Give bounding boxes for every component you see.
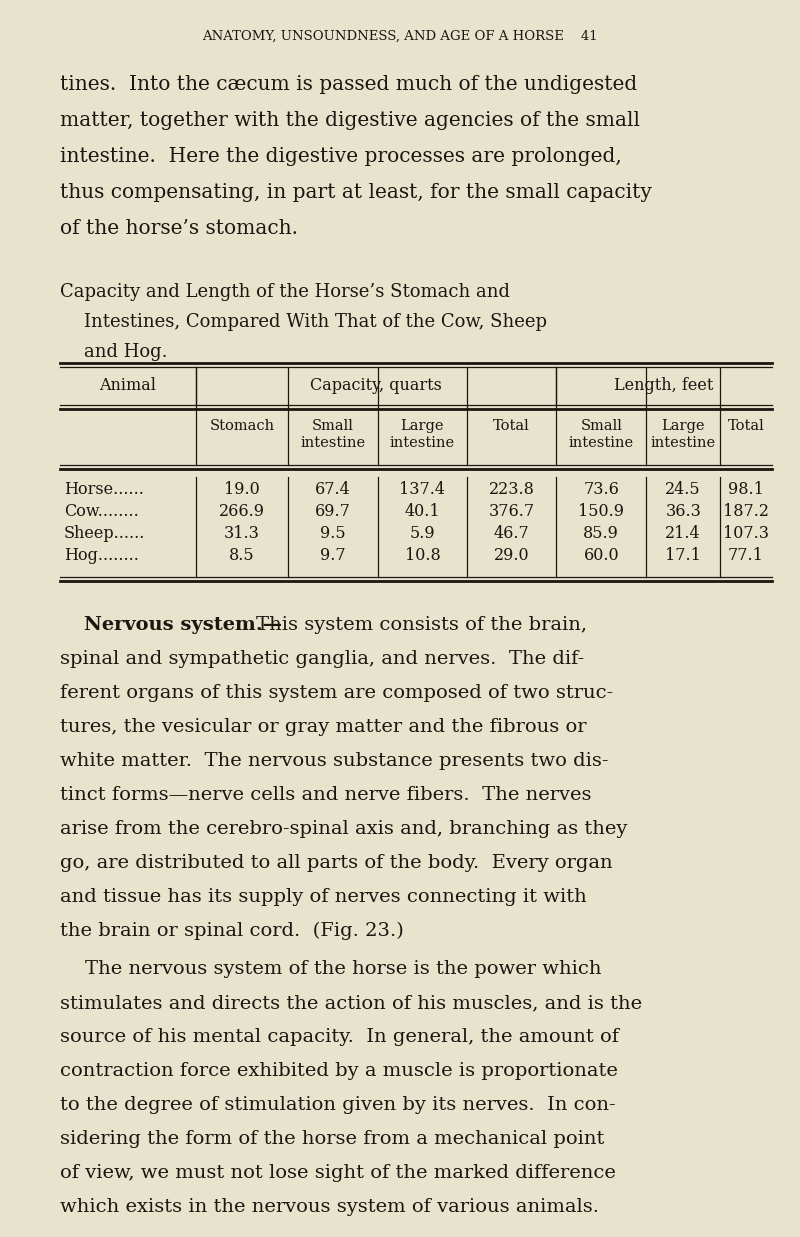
Text: to the degree of stimulation given by its nerves.  In con-: to the degree of stimulation given by it… — [60, 1096, 616, 1115]
Text: ferent organs of this system are composed of two struc-: ferent organs of this system are compose… — [60, 684, 614, 703]
Text: 21.4: 21.4 — [666, 524, 701, 542]
Text: 67.4: 67.4 — [315, 481, 350, 499]
Text: This system consists of the brain,: This system consists of the brain, — [256, 616, 587, 635]
Text: source of his mental capacity.  In general, the amount of: source of his mental capacity. In genera… — [60, 1028, 619, 1047]
Text: go, are distributed to all parts of the body.  Every organ: go, are distributed to all parts of the … — [60, 854, 613, 872]
Text: Cow........: Cow........ — [64, 503, 138, 520]
Text: Sheep......: Sheep...... — [64, 524, 146, 542]
Text: 9.5: 9.5 — [320, 524, 346, 542]
Text: Length, feet: Length, feet — [614, 377, 714, 395]
Text: Hog........: Hog........ — [64, 547, 139, 564]
Text: 85.9: 85.9 — [583, 524, 619, 542]
Text: 36.3: 36.3 — [666, 503, 701, 520]
Text: 187.2: 187.2 — [723, 503, 769, 520]
Text: Stomach: Stomach — [210, 419, 274, 433]
Text: 60.0: 60.0 — [583, 547, 619, 564]
Text: and Hog.: and Hog. — [84, 343, 167, 361]
Text: and tissue has its supply of nerves connecting it with: and tissue has its supply of nerves conn… — [60, 888, 586, 905]
Text: arise from the cerebro-spinal axis and, branching as they: arise from the cerebro-spinal axis and, … — [60, 820, 627, 837]
Text: the brain or spinal cord.  (Fig. 23.): the brain or spinal cord. (Fig. 23.) — [60, 922, 404, 940]
Text: Large
intestine: Large intestine — [650, 419, 716, 450]
Text: 40.1: 40.1 — [405, 503, 440, 520]
Text: 98.1: 98.1 — [728, 481, 764, 499]
Text: Total: Total — [728, 419, 764, 433]
Text: 223.8: 223.8 — [489, 481, 534, 499]
Text: 19.0: 19.0 — [224, 481, 260, 499]
Text: 29.0: 29.0 — [494, 547, 530, 564]
Text: white matter.  The nervous substance presents two dis-: white matter. The nervous substance pres… — [60, 752, 609, 769]
Text: Intestines, Compared With That of the Cow, Sheep: Intestines, Compared With That of the Co… — [84, 313, 547, 332]
Text: Horse......: Horse...... — [64, 481, 144, 499]
Text: sidering the form of the horse from a mechanical point: sidering the form of the horse from a me… — [60, 1131, 604, 1148]
Text: 9.7: 9.7 — [320, 547, 346, 564]
Text: 8.5: 8.5 — [229, 547, 255, 564]
Text: Capacity and Length of the Horse’s Stomach and: Capacity and Length of the Horse’s Stoma… — [60, 283, 510, 301]
Text: Animal: Animal — [99, 377, 157, 395]
Text: Capacity, quarts: Capacity, quarts — [310, 377, 442, 395]
Text: tines.  Into the cæcum is passed much of the undigested: tines. Into the cæcum is passed much of … — [60, 75, 638, 94]
Text: thus compensating, in part at least, for the small capacity: thus compensating, in part at least, for… — [60, 183, 652, 202]
Text: Small
intestine: Small intestine — [569, 419, 634, 450]
Text: 77.1: 77.1 — [728, 547, 764, 564]
Text: intestine.  Here the digestive processes are prolonged,: intestine. Here the digestive processes … — [60, 147, 622, 166]
Text: which exists in the nervous system of various animals.: which exists in the nervous system of va… — [60, 1197, 599, 1216]
Text: Small
intestine: Small intestine — [300, 419, 366, 450]
Text: 5.9: 5.9 — [410, 524, 435, 542]
Text: 46.7: 46.7 — [494, 524, 530, 542]
Text: contraction force exhibited by a muscle is proportionate: contraction force exhibited by a muscle … — [60, 1063, 618, 1080]
Text: 150.9: 150.9 — [578, 503, 624, 520]
Text: tinct forms—nerve cells and nerve fibers.  The nerves: tinct forms—nerve cells and nerve fibers… — [60, 785, 591, 804]
Text: tures, the vesicular or gray matter and the fibrous or: tures, the vesicular or gray matter and … — [60, 717, 586, 736]
Text: of the horse’s stomach.: of the horse’s stomach. — [60, 219, 298, 238]
Text: The nervous system of the horse is the power which: The nervous system of the horse is the p… — [60, 960, 602, 978]
Text: 31.3: 31.3 — [224, 524, 260, 542]
Text: 137.4: 137.4 — [399, 481, 446, 499]
Text: stimulates and directs the action of his muscles, and is the: stimulates and directs the action of his… — [60, 995, 642, 1012]
Text: matter, together with the digestive agencies of the small: matter, together with the digestive agen… — [60, 111, 640, 130]
Text: ANATOMY, UNSOUNDNESS, AND AGE OF A HORSE    41: ANATOMY, UNSOUNDNESS, AND AGE OF A HORSE… — [202, 30, 598, 43]
Text: of view, we must not lose sight of the marked difference: of view, we must not lose sight of the m… — [60, 1164, 616, 1183]
Text: 73.6: 73.6 — [583, 481, 619, 499]
Text: 17.1: 17.1 — [666, 547, 701, 564]
Text: 376.7: 376.7 — [489, 503, 534, 520]
Text: 10.8: 10.8 — [405, 547, 440, 564]
Text: Nervous system.—: Nervous system.— — [84, 616, 282, 635]
Text: spinal and sympathetic ganglia, and nerves.  The dif-: spinal and sympathetic ganglia, and nerv… — [60, 649, 584, 668]
Text: Large
intestine: Large intestine — [390, 419, 455, 450]
Text: 107.3: 107.3 — [723, 524, 769, 542]
Text: 69.7: 69.7 — [315, 503, 350, 520]
Text: Total: Total — [494, 419, 530, 433]
Text: 24.5: 24.5 — [666, 481, 701, 499]
Text: 266.9: 266.9 — [219, 503, 265, 520]
